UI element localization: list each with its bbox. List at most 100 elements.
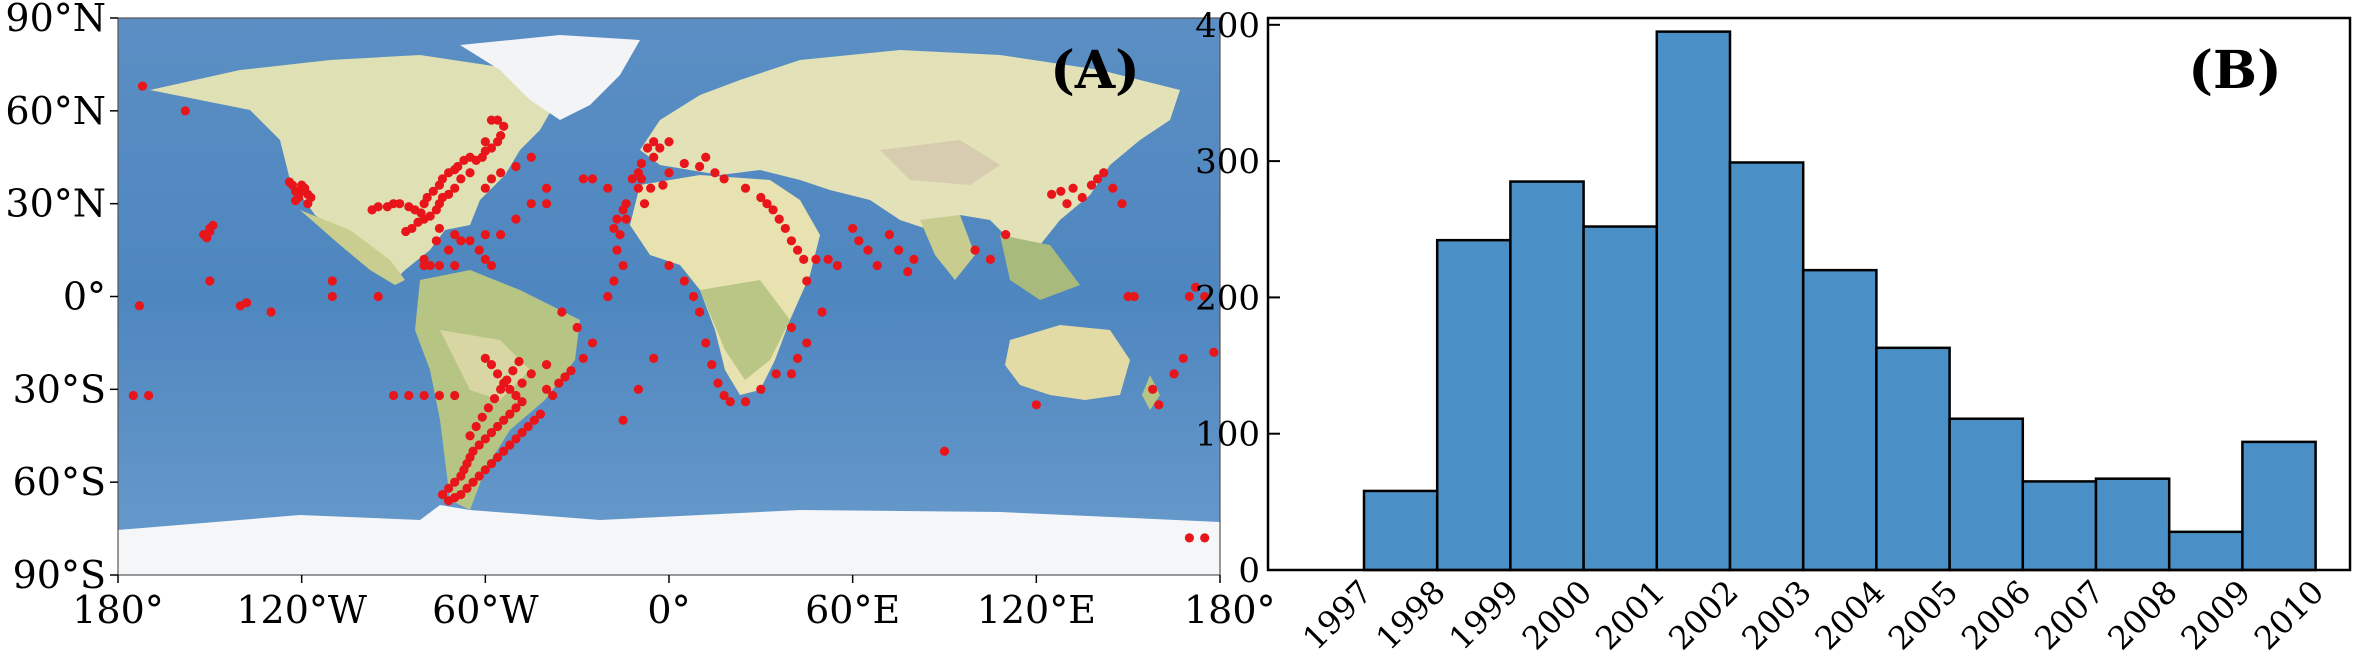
- map-point: [489, 394, 500, 404]
- map-point: [710, 168, 720, 178]
- histogram-bar: [1582, 225, 1659, 572]
- histogram-bar: [1509, 180, 1585, 572]
- map-point: [1099, 168, 1109, 178]
- map-point: [437, 174, 448, 184]
- map-point: [480, 230, 490, 240]
- map-point: [771, 369, 781, 379]
- map-point: [560, 372, 570, 382]
- map-point: [401, 226, 411, 237]
- map-point: [1047, 189, 1057, 199]
- map-point: [786, 236, 797, 246]
- map-point: [633, 183, 643, 193]
- map-point: [425, 260, 435, 271]
- map-point: [496, 384, 506, 394]
- histogram-bar: [2021, 480, 2098, 572]
- map-point: [425, 211, 435, 221]
- map-point: [431, 236, 441, 246]
- map-point: [848, 223, 858, 234]
- map-point: [572, 322, 582, 333]
- map-point: [1001, 230, 1011, 240]
- map-point: [486, 143, 497, 153]
- map-point: [456, 236, 466, 246]
- map-point: [517, 397, 527, 407]
- map-point: [1148, 384, 1158, 394]
- map-point: [137, 81, 148, 91]
- map-point: [557, 307, 567, 317]
- map-point: [450, 183, 460, 193]
- map-point: [884, 230, 895, 240]
- map-point: [388, 390, 399, 401]
- map-point: [437, 489, 448, 500]
- histogram-bar: [2241, 440, 2317, 572]
- map-point: [780, 223, 790, 234]
- map-point: [649, 152, 659, 162]
- x-tick-label: 120°E: [977, 588, 1096, 632]
- map-point: [817, 307, 827, 317]
- map-point: [474, 245, 484, 255]
- map-point: [505, 440, 515, 450]
- map-point: [1068, 183, 1078, 193]
- map-point: [566, 366, 576, 376]
- map-point: [496, 168, 506, 178]
- map-point: [719, 174, 729, 184]
- histogram-bar: [2094, 477, 2171, 572]
- map-point: [205, 276, 215, 286]
- map-point: [1056, 186, 1066, 196]
- map-point: [499, 446, 509, 456]
- map-point: [1062, 199, 1072, 209]
- map-point: [517, 428, 527, 438]
- map-point: [719, 390, 729, 401]
- map-point: [290, 195, 301, 206]
- map-point: [799, 254, 809, 264]
- map-point: [615, 230, 625, 240]
- histogram-bar: [1875, 346, 1951, 572]
- map-point: [970, 245, 980, 255]
- x-tick-label: 1998: [1368, 573, 1452, 657]
- map-point: [428, 186, 438, 196]
- map-point: [792, 353, 803, 363]
- map-point: [909, 254, 919, 264]
- map-point: [297, 180, 307, 190]
- map-point: [695, 307, 705, 317]
- map-point: [327, 276, 337, 286]
- map-point: [499, 415, 509, 425]
- map-point: [144, 390, 154, 401]
- map-point: [1200, 291, 1210, 302]
- panel-b-label: (B): [2188, 40, 2281, 101]
- map-point: [1117, 199, 1127, 209]
- map-point: [603, 291, 613, 302]
- map-point: [541, 359, 552, 370]
- map-point: [939, 446, 950, 456]
- map-point: [419, 254, 429, 264]
- map-point: [404, 390, 414, 401]
- map-point: [832, 260, 842, 271]
- map-point: [180, 106, 190, 116]
- map-point: [609, 223, 619, 234]
- y-tick-label: 300: [1195, 142, 1260, 182]
- map-point: [511, 390, 521, 401]
- map-point: [1184, 533, 1194, 543]
- histogram-bar: [1728, 161, 1805, 572]
- histogram-bar: [2167, 530, 2244, 572]
- histogram-bar: [1655, 30, 1732, 572]
- map-point: [679, 276, 689, 286]
- x-tick-label: 2008: [2100, 573, 2184, 657]
- map-point: [786, 322, 797, 333]
- x-tick-label: 2009: [2174, 573, 2258, 657]
- y-tick-label: 100: [1195, 415, 1260, 455]
- map-point: [1184, 291, 1194, 302]
- map-point: [548, 390, 558, 401]
- map-point: [621, 199, 631, 209]
- map-point: [985, 254, 996, 264]
- x-tick-label: 180°: [1184, 588, 1276, 632]
- map-point: [471, 421, 481, 432]
- map-point: [434, 390, 445, 401]
- map-point: [511, 403, 521, 413]
- map-point: [1190, 282, 1201, 292]
- map-point: [208, 220, 218, 230]
- map-point: [266, 307, 276, 317]
- map-point: [241, 298, 252, 308]
- map-point: [373, 291, 383, 302]
- map-point: [649, 137, 659, 147]
